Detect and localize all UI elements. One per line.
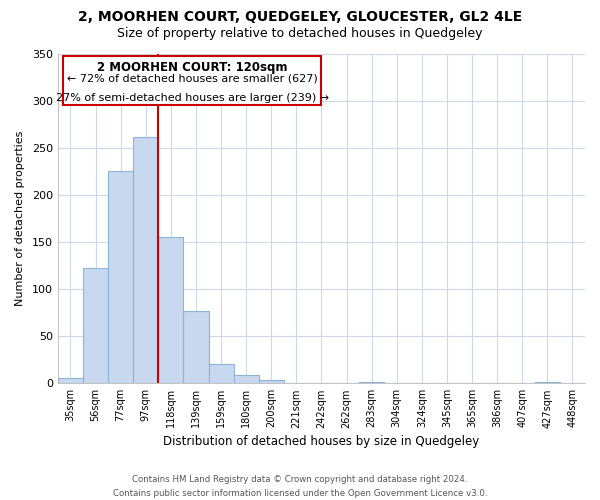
Text: Contains HM Land Registry data © Crown copyright and database right 2024.
Contai: Contains HM Land Registry data © Crown c… [113,476,487,498]
Bar [58,378,83,384]
X-axis label: Distribution of detached houses by size in Quedgeley: Distribution of detached houses by size … [163,434,479,448]
Text: ← 72% of detached houses are smaller (627): ← 72% of detached houses are smaller (62… [67,73,318,83]
Text: 27% of semi-detached houses are larger (239) →: 27% of semi-detached houses are larger (… [56,92,329,102]
Bar [108,170,133,384]
Bar [133,137,158,384]
Bar [359,382,384,384]
Bar [184,311,209,384]
Bar [535,382,560,384]
Bar [259,380,284,384]
Y-axis label: Number of detached properties: Number of detached properties [15,131,25,306]
FancyBboxPatch shape [63,56,322,105]
Text: 2 MOORHEN COURT: 120sqm: 2 MOORHEN COURT: 120sqm [97,61,287,74]
Bar [158,238,184,384]
Text: Size of property relative to detached houses in Quedgeley: Size of property relative to detached ho… [117,28,483,40]
Bar [209,364,233,384]
Bar [83,268,108,384]
Bar [233,375,259,384]
Text: 2, MOORHEN COURT, QUEDGELEY, GLOUCESTER, GL2 4LE: 2, MOORHEN COURT, QUEDGELEY, GLOUCESTER,… [78,10,522,24]
